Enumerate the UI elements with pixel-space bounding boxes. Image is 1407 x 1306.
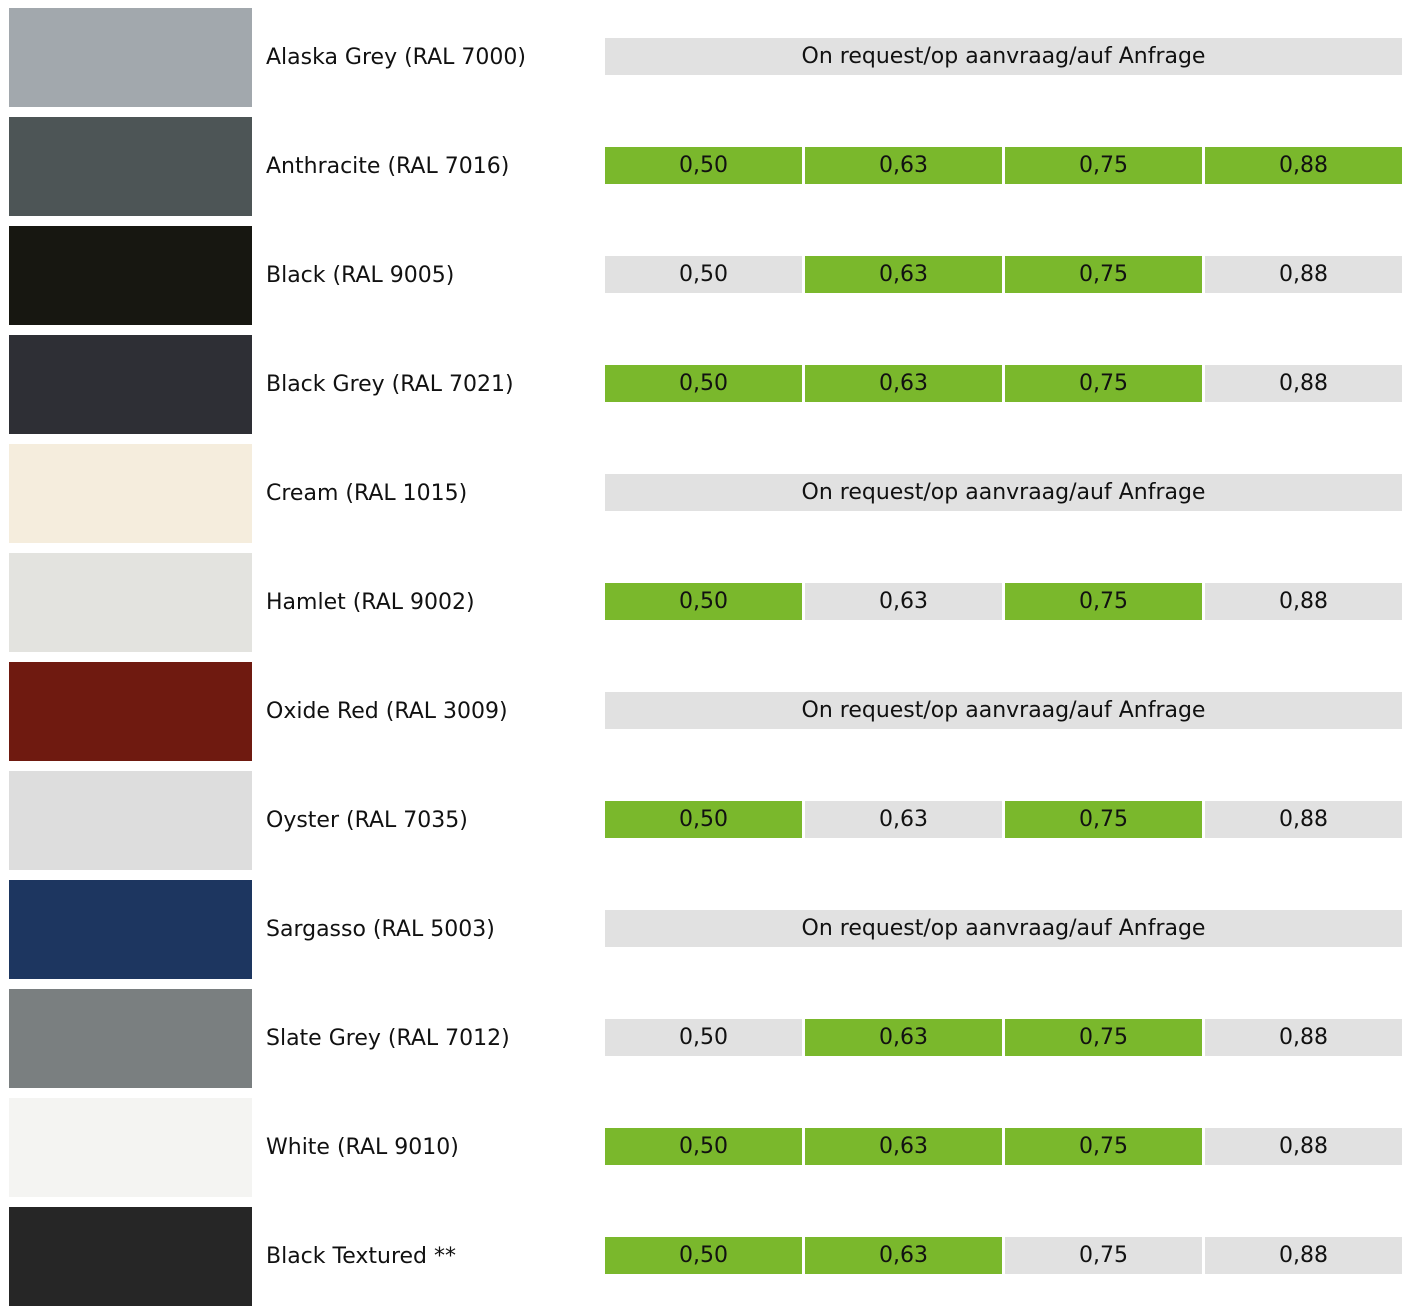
on-request-cell: On request/op aanvraag/auf Anfrage — [605, 38, 1402, 75]
thickness-cells: 0,50 0,63 0,75 0,88 — [605, 801, 1402, 838]
color-name: Oxide Red (RAL 3009) — [266, 699, 508, 724]
color-swatch — [9, 662, 252, 761]
thickness-cells: 0,50 0,63 0,75 0,88 — [605, 365, 1402, 402]
thickness-cell: 0,50 — [605, 365, 802, 402]
thickness-cells: 0,50 0,63 0,75 0,88 — [605, 147, 1402, 184]
thickness-cell: 0,75 — [1005, 1237, 1202, 1274]
thickness-cells: On request/op aanvraag/auf Anfrage — [605, 38, 1402, 75]
thickness-cell: 0,88 — [1205, 1128, 1402, 1165]
color-swatch — [9, 771, 252, 870]
on-request-cell: On request/op aanvraag/auf Anfrage — [605, 692, 1402, 729]
thickness-cells: On request/op aanvraag/auf Anfrage — [605, 692, 1402, 729]
color-row: Slate Grey (RAL 7012) 0,50 0,63 0,75 0,88 — [0, 989, 1407, 1088]
thickness-cell: 0,88 — [1205, 1237, 1402, 1274]
thickness-cells: On request/op aanvraag/auf Anfrage — [605, 910, 1402, 947]
color-name: Black (RAL 9005) — [266, 263, 455, 288]
color-swatch — [9, 444, 252, 543]
on-request-cell: On request/op aanvraag/auf Anfrage — [605, 910, 1402, 947]
color-swatch — [9, 335, 252, 434]
color-row: Oxide Red (RAL 3009) On request/op aanvra… — [0, 662, 1407, 761]
color-row: Alaska Grey (RAL 7000) On request/op aanv… — [0, 8, 1407, 107]
color-name: Cream (RAL 1015) — [266, 481, 468, 506]
thickness-cell: 0,50 — [605, 801, 802, 838]
thickness-cell: 0,50 — [605, 1128, 802, 1165]
thickness-cells: 0,50 0,63 0,75 0,88 — [605, 1237, 1402, 1274]
thickness-cell: 0,88 — [1205, 801, 1402, 838]
thickness-cell: 0,88 — [1205, 583, 1402, 620]
thickness-cell: 0,75 — [1005, 801, 1202, 838]
thickness-cell: 0,63 — [805, 365, 1002, 402]
color-name: Black Textured ** — [266, 1244, 457, 1269]
thickness-cell: 0,50 — [605, 583, 802, 620]
thickness-cell: 0,63 — [805, 1128, 1002, 1165]
color-name: White (RAL 9010) — [266, 1135, 459, 1160]
color-row: Black Textured ** 0,50 0,63 0,75 0,88 — [0, 1207, 1407, 1306]
thickness-cell: 0,88 — [1205, 365, 1402, 402]
thickness-cell: 0,75 — [1005, 256, 1202, 293]
color-row: Anthracite (RAL 7016) 0,50 0,63 0,75 0,88 — [0, 117, 1407, 216]
color-name: Black Grey (RAL 7021) — [266, 372, 514, 397]
color-swatch — [9, 553, 252, 652]
color-name: Sargasso (RAL 5003) — [266, 917, 495, 942]
thickness-cell: 0,63 — [805, 583, 1002, 620]
thickness-cell: 0,63 — [805, 801, 1002, 838]
on-request-cell: On request/op aanvraag/auf Anfrage — [605, 474, 1402, 511]
thickness-cells: 0,50 0,63 0,75 0,88 — [605, 1019, 1402, 1056]
color-name: Slate Grey (RAL 7012) — [266, 1026, 510, 1051]
color-row: Cream (RAL 1015) On request/op aanvraag/a… — [0, 444, 1407, 543]
thickness-cell: 0,88 — [1205, 1019, 1402, 1056]
color-swatch — [9, 226, 252, 325]
thickness-cell: 0,75 — [1005, 365, 1202, 402]
thickness-cell: 0,75 — [1005, 1128, 1202, 1165]
thickness-cell: 0,63 — [805, 1019, 1002, 1056]
thickness-cell: 0,63 — [805, 256, 1002, 293]
color-row: Black (RAL 9005) 0,50 0,63 0,75 0,88 — [0, 226, 1407, 325]
color-row: Black Grey (RAL 7021) 0,50 0,63 0,75 0,88 — [0, 335, 1407, 434]
thickness-cell: 0,75 — [1005, 147, 1202, 184]
color-name: Anthracite (RAL 7016) — [266, 154, 510, 179]
thickness-cell: 0,50 — [605, 256, 802, 293]
color-swatch — [9, 880, 252, 979]
color-row: White (RAL 9010) 0,50 0,63 0,75 0,88 — [0, 1098, 1407, 1197]
color-row: Sargasso (RAL 5003) On request/op aanvraa… — [0, 880, 1407, 979]
color-swatch — [9, 8, 252, 107]
color-row: Oyster (RAL 7035) 0,50 0,63 0,75 0,88 — [0, 771, 1407, 870]
thickness-cell: 0,75 — [1005, 583, 1202, 620]
thickness-cell: 0,88 — [1205, 147, 1402, 184]
color-row: Hamlet (RAL 9002) 0,50 0,63 0,75 0,88 — [0, 553, 1407, 652]
thickness-cells: On request/op aanvraag/auf Anfrage — [605, 474, 1402, 511]
thickness-cells: 0,50 0,63 0,75 0,88 — [605, 256, 1402, 293]
color-swatch — [9, 989, 252, 1088]
color-swatch — [9, 117, 252, 216]
thickness-cell: 0,75 — [1005, 1019, 1202, 1056]
color-name: Oyster (RAL 7035) — [266, 808, 468, 833]
color-swatch — [9, 1207, 252, 1306]
thickness-cells: 0,50 0,63 0,75 0,88 — [605, 1128, 1402, 1165]
thickness-cell: 0,50 — [605, 1237, 802, 1274]
thickness-cell: 0,50 — [605, 1019, 802, 1056]
thickness-cell: 0,63 — [805, 147, 1002, 184]
color-swatch — [9, 1098, 252, 1197]
thickness-cell: 0,88 — [1205, 256, 1402, 293]
thickness-cell: 0,63 — [805, 1237, 1002, 1274]
color-name: Hamlet (RAL 9002) — [266, 590, 475, 615]
thickness-cells: 0,50 0,63 0,75 0,88 — [605, 583, 1402, 620]
color-name: Alaska Grey (RAL 7000) — [266, 45, 526, 70]
thickness-cell: 0,50 — [605, 147, 802, 184]
